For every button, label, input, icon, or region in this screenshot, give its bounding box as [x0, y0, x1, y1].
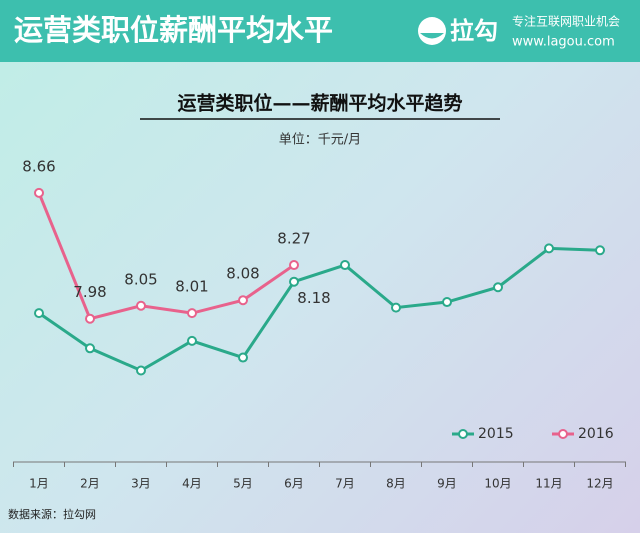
- series-line: [37, 192, 295, 321]
- x-tick-label: 5月: [233, 477, 253, 491]
- x-tick-label: 4月: [182, 477, 202, 491]
- data-point: [238, 352, 248, 363]
- data-point: [442, 297, 452, 308]
- header-bar: [0, 0, 640, 62]
- x-tick-label: 11月: [535, 477, 562, 491]
- data-label: 8.08: [226, 265, 259, 283]
- legend-label: 2015: [478, 426, 514, 442]
- x-tick-label: 1月: [29, 477, 49, 491]
- data-label: 8.18: [297, 289, 330, 307]
- data-label: 8.66: [22, 157, 55, 175]
- banner-title: 运营类职位薪酬平均水平: [14, 13, 333, 47]
- source: 数据来源：拉勾网: [8, 507, 96, 521]
- data-point: [34, 308, 44, 319]
- data-point: [238, 295, 248, 306]
- data-point: [340, 260, 350, 271]
- x-tick-label: 10月: [484, 477, 511, 491]
- x-tick-label: 2月: [80, 477, 100, 491]
- data-point: [289, 260, 299, 271]
- x-tick-label: 12月: [586, 477, 613, 491]
- data-point: [136, 300, 146, 311]
- logo-text: 拉勾: [450, 17, 498, 45]
- chart-subtitle: 单位：千元/月: [279, 133, 361, 148]
- data-point: [391, 302, 401, 313]
- logo-icon: [418, 17, 446, 45]
- data-point: [187, 335, 197, 346]
- x-tick-label: 7月: [335, 477, 355, 491]
- data-point: [493, 282, 503, 293]
- data-label: 7.98: [73, 283, 106, 301]
- x-tick-label: 3月: [131, 477, 151, 491]
- legend-label: 2016: [578, 426, 614, 442]
- chart-title: 运营类职位——薪酬平均水平趋势: [177, 92, 462, 115]
- logo-mark: [420, 33, 444, 39]
- legend-marker: [458, 429, 468, 439]
- slogan: 专注互联网职业机会: [512, 14, 620, 29]
- data-label: 8.05: [124, 270, 157, 288]
- x-tick-label: 8月: [386, 477, 406, 491]
- legend-marker: [558, 429, 568, 439]
- data-point: [595, 245, 605, 256]
- data-point: [34, 187, 44, 198]
- series-line: [38, 246, 601, 373]
- x-tick-label: 6月: [284, 477, 304, 491]
- x-tick-label: 9月: [437, 477, 457, 491]
- data-point: [85, 343, 95, 354]
- url: www.lagou.com: [512, 35, 615, 50]
- data-point: [289, 276, 299, 287]
- data-point: [544, 243, 554, 254]
- data-label: 8.01: [175, 278, 208, 296]
- data-point: [136, 365, 146, 376]
- data-point: [187, 308, 197, 319]
- data-label: 8.27: [277, 230, 310, 248]
- data-point: [85, 313, 95, 324]
